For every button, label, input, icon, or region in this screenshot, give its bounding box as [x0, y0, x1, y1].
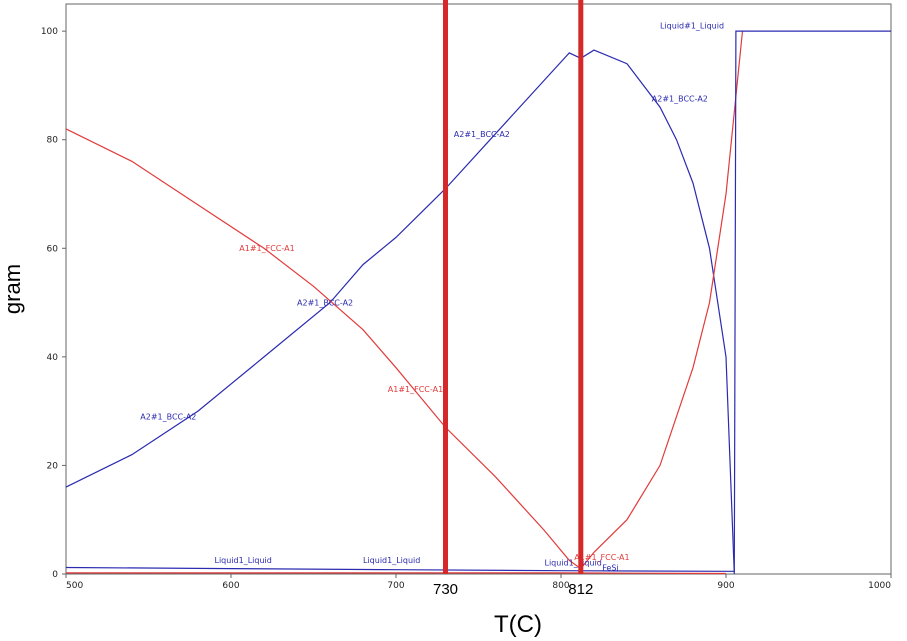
phase-annotation: A2#1_BCC-A2 — [140, 412, 196, 421]
series-line-1 — [65, 31, 744, 570]
phase-annotation: A2#1_BCC-A2 — [454, 130, 510, 139]
x-tick-label: 600 — [222, 581, 239, 591]
x-tick-label: 500 — [66, 581, 83, 591]
y-axis-title: gram — [0, 264, 25, 314]
phase-annotation: A1#1_FCC-A1 — [388, 385, 443, 394]
x-axis-title: T(C) — [494, 611, 542, 638]
series-line-3 — [66, 572, 727, 575]
y-axis-ticks: 0 20 40 60 80 100 — [41, 27, 66, 580]
y-tick-label: 0 — [52, 570, 58, 580]
phase-annotation: Liquid1_Liquid — [545, 558, 602, 567]
plot-area — [65, 3, 892, 575]
y-tick-label: 20 — [47, 461, 59, 471]
x-tick-label: 800 — [552, 581, 569, 591]
phase-annotation: A1#1_FCC-A1 — [239, 244, 294, 253]
reference-line-label: 812 — [568, 581, 593, 598]
reference-line-label: 730 — [433, 581, 458, 598]
annotation-layer: A2#1_BCC-A2 A1#1_FCC-A1 A2#1_BCC-A2 A1#1_FC… — [140, 21, 724, 572]
y-tick-label: 40 — [47, 353, 59, 363]
series-layer — [65, 30, 891, 575]
y-tick-label: 100 — [41, 27, 58, 37]
phase-annotation: Liquid1_Liquid — [363, 556, 420, 565]
phase-annotation: Liquid#1_Liquid — [660, 21, 724, 30]
y-tick-label: 60 — [47, 244, 59, 254]
series-line-2 — [65, 30, 891, 572]
phase-annotation: A2#1_BCC-A2 — [652, 95, 708, 104]
phase-annotation: A1#1_FCC-A1 — [574, 553, 629, 562]
y-tick-label: 80 — [47, 136, 59, 146]
x-axis-ticks: 500 600 700 800 900 1000 — [65, 574, 892, 591]
x-tick-label: 700 — [387, 581, 404, 591]
phase-annotation: FeSi — [602, 564, 618, 573]
reference-line-layer: 730 812 — [433, 0, 593, 598]
x-tick-label: 1000 — [868, 581, 891, 591]
x-tick-label: 900 — [717, 581, 734, 591]
series-line-0 — [65, 49, 735, 575]
phase-annotation: Liquid1_Liquid — [215, 556, 272, 565]
phase-annotation: A2#1_BCC-A2 — [297, 298, 353, 307]
